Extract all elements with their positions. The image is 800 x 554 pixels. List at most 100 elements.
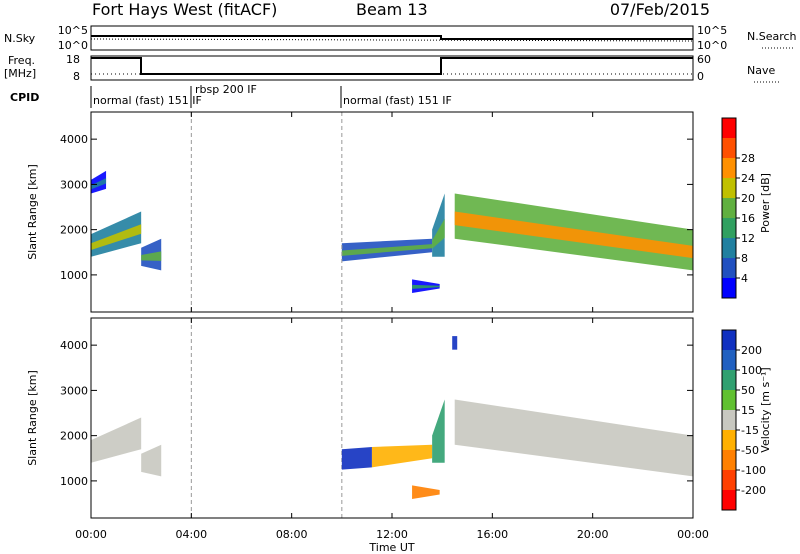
velocity-region-0 (91, 417, 142, 463)
power-region-core-1 (91, 178, 107, 190)
freq-left-tick-bottom: 8 (73, 70, 80, 83)
noise-right-label: N.Search (747, 30, 797, 43)
x-tick-label-0: 00:00 (75, 528, 107, 541)
velocity-cbar-tick-label-0: 200 (741, 344, 762, 357)
x-tick-label-4: 16:00 (476, 528, 508, 541)
cpid-segment-1: normal (fast) 151 IF (93, 94, 202, 107)
power-swatch-2 (722, 158, 736, 179)
power-swatch-7 (722, 258, 736, 279)
station-title: Fort Hays West (fitACF) (92, 0, 277, 19)
power-colorbar-frame (721, 117, 737, 299)
y-tick-label-0-0: 1000 (60, 269, 88, 282)
power-cbar-tick-label-0: 4 (741, 272, 748, 285)
velocity-swatch-0 (722, 330, 736, 351)
power-y-label: Slant Range [km] (26, 164, 39, 260)
velocity-swatch-8 (722, 490, 736, 511)
power-region-core-4 (412, 284, 440, 289)
power-region-core-6 (454, 211, 693, 259)
velocity-region-7 (454, 399, 693, 477)
velocity-panel-frame (90, 317, 694, 519)
velocity-cbar-tick-label-4: -15 (741, 424, 759, 437)
velocity-colorbar-frame (721, 329, 737, 511)
power-cbar-tick-label-1: 8 (741, 252, 748, 265)
velocity-region-4 (412, 485, 440, 499)
power-region-core-2 (141, 251, 162, 261)
velocity-cbar-tick-label-2: 50 (741, 384, 755, 397)
power-swatch-4 (722, 198, 736, 219)
velocity-region-1 (141, 444, 162, 477)
y-tick-label-0-3: 4000 (60, 133, 88, 146)
power-colorbar: 4 8 12 16 20 24 28 (721, 117, 755, 299)
y-tick-label-1-0: 1000 (60, 475, 88, 488)
freq-left-tick-top: 18 (66, 53, 80, 66)
y-tick-label-0-2: 3000 (60, 178, 88, 191)
velocity-swatch-4 (722, 410, 736, 431)
velocity-y-label: Slant Range [km] (26, 370, 39, 466)
velocity-region-3 (371, 444, 433, 468)
x-axis-label: Time UT (368, 541, 414, 554)
date-label: 07/Feb/2015 (610, 0, 710, 19)
power-region-core-3 (341, 244, 433, 256)
noise-sky-trace (91, 35, 693, 40)
freq-right-tick-top: 60 (697, 53, 711, 66)
velocity-heatmap (91, 336, 693, 499)
power-region-core-5 (432, 218, 445, 249)
x-tick-label-2: 08:00 (276, 528, 308, 541)
y-tick-label-1-1: 2000 (60, 430, 88, 443)
velocity-swatch-3 (722, 390, 736, 411)
beam-label: Beam 13 (356, 0, 428, 19)
velocity-swatch-6 (722, 450, 736, 471)
velocity-cbar-tick-label-3: 15 (741, 404, 755, 417)
velocity-cbar-tick-label-7: -200 (741, 484, 766, 497)
power-panel-frame (90, 111, 694, 313)
cpid-label: CPID (10, 91, 39, 104)
velocity-swatch-1 (722, 350, 736, 371)
noise-left-tick-top: 10^5 (58, 24, 88, 37)
x-tick-label-3: 12:00 (376, 528, 408, 541)
freq-left-label-2: [MHz] (4, 67, 36, 80)
noise-right-tick-bottom: 10^0 (697, 39, 727, 52)
axes-ticks: 00:00 04:00 08:00 12:00 16:00 20:00 00:00 1000 1… (60, 112, 709, 541)
cpid-segment-3: normal (fast) 151 IF (343, 94, 452, 107)
velocity-swatch-7 (722, 470, 736, 491)
x-tick-label-5: 20:00 (577, 528, 609, 541)
freq-left-label-1: Freq. (8, 54, 35, 67)
y-tick-label-1-3: 4000 (60, 339, 88, 352)
power-cbar-tick-label-4: 20 (741, 192, 755, 205)
velocity-region-2 (341, 446, 372, 470)
velocity-cbar-tick-label-1: 100 (741, 364, 762, 377)
power-swatch-8 (722, 278, 736, 299)
velocity-swatch-5 (722, 430, 736, 451)
velocity-cbar-tick-label-5: -50 (741, 444, 759, 457)
power-colorbar-label: Power [dB] (759, 173, 772, 233)
x-tick-label-6: 00:00 (677, 528, 709, 541)
noise-left-label: N.Sky (4, 32, 36, 45)
power-swatch-0 (722, 118, 736, 139)
power-cbar-tick-label-3: 16 (741, 212, 755, 225)
y-tick-label-0-1: 2000 (60, 224, 88, 237)
y-tick-label-1-2: 3000 (60, 384, 88, 397)
x-tick-label-1: 04:00 (175, 528, 207, 541)
power-region-core-0 (91, 224, 142, 251)
power-swatch-1 (722, 138, 736, 159)
freq-right-tick-bottom: 0 (697, 70, 704, 83)
velocity-region-6 (452, 336, 458, 350)
noise-search-trace (90, 38, 694, 42)
nave-label: Nave (747, 64, 775, 77)
power-swatch-5 (722, 218, 736, 239)
velocity-cbar-tick-label-6: -100 (741, 464, 766, 477)
noise-right-tick-top: 10^5 (697, 24, 727, 37)
power-heatmap (91, 112, 693, 518)
cpid-segment-2: rbsp 200 IF (195, 83, 257, 96)
power-cbar-tick-label-5: 24 (741, 172, 755, 185)
velocity-colorbar-label: Velocity [m s⁻¹] (759, 367, 772, 452)
power-cbar-tick-label-6: 28 (741, 152, 755, 165)
power-swatch-3 (722, 178, 736, 199)
velocity-colorbar: 200 100 50 15 -15 -50 -100 -200 (721, 329, 766, 511)
freq-panel-frame (90, 55, 694, 81)
power-swatch-6 (722, 238, 736, 259)
noise-left-tick-bottom: 10^0 (58, 39, 88, 52)
power-cbar-tick-label-2: 12 (741, 232, 755, 245)
frequency-trace (91, 57, 693, 75)
